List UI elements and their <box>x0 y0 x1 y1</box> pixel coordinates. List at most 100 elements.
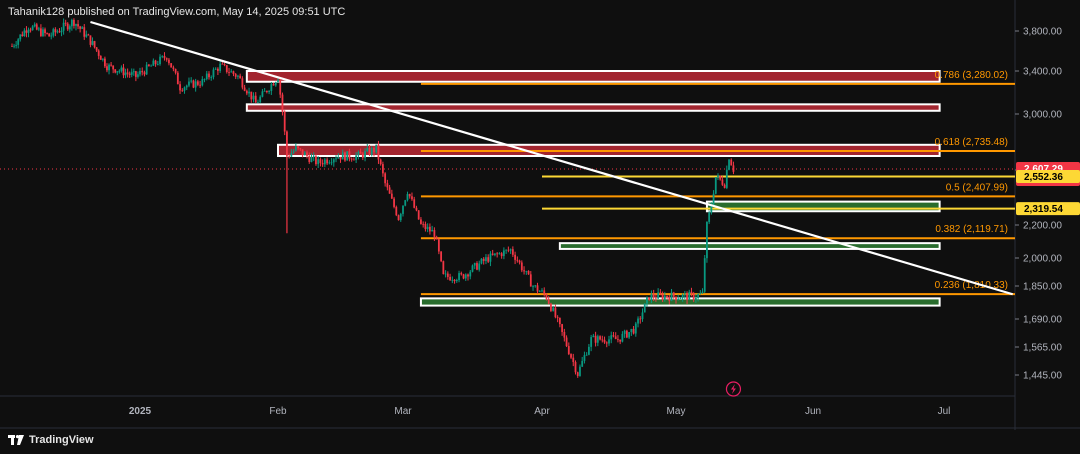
candle-body <box>637 318 639 324</box>
candle-body <box>145 64 148 75</box>
candle-body <box>601 339 604 341</box>
descending-trendline <box>90 20 1014 296</box>
lightning-icon <box>725 381 742 397</box>
candle-body <box>25 30 28 33</box>
x-tick-label: Feb <box>269 406 287 417</box>
candle-body <box>359 151 362 154</box>
candle-body <box>181 90 184 92</box>
candle-body <box>332 159 335 163</box>
candle-body <box>73 19 75 26</box>
candle-body <box>250 91 253 100</box>
y-tick-label: 2,000.00 <box>1023 254 1062 265</box>
tradingview-footer[interactable]: TradingView <box>8 434 94 446</box>
candle-body <box>482 258 485 262</box>
candle-body <box>165 58 168 60</box>
candle-body <box>143 72 146 75</box>
candle-body <box>525 270 528 272</box>
candle-body <box>161 55 164 57</box>
candle-body <box>628 332 630 338</box>
candle-body <box>323 159 326 165</box>
candle-body <box>104 58 106 67</box>
candle-body <box>639 318 642 320</box>
candle-body <box>274 82 277 86</box>
candle-body <box>257 102 259 103</box>
candle-body <box>502 250 505 257</box>
candle-body <box>395 206 398 216</box>
candle-body <box>594 335 597 343</box>
candle-body <box>40 28 42 36</box>
candle-body <box>183 87 186 91</box>
candle-body <box>60 30 63 33</box>
candle-body <box>312 155 315 157</box>
candle-body <box>442 261 445 275</box>
candle-body <box>529 274 532 287</box>
candle-body <box>596 336 599 343</box>
candle-body <box>641 312 644 320</box>
candle-body <box>710 205 713 213</box>
candle-body <box>390 193 393 199</box>
candle-body <box>252 95 255 100</box>
support-zone <box>705 200 941 213</box>
candle-body <box>672 292 675 297</box>
candle-body <box>357 151 360 156</box>
candle-body <box>188 81 190 86</box>
candle-body <box>42 29 44 36</box>
candle-body <box>185 85 188 88</box>
candle-body <box>154 60 157 65</box>
candle-body <box>399 213 402 221</box>
candle-body <box>91 41 94 45</box>
price-badge-value: 2,552.36 <box>1024 172 1063 183</box>
x-tick-label: Jul <box>938 406 951 417</box>
fib-level-label: 0.786 (3,280.02) <box>935 70 1008 81</box>
candle-body <box>714 177 717 194</box>
candle-body <box>368 148 371 155</box>
candle-body <box>337 156 340 159</box>
candle-body <box>422 223 425 225</box>
candle-body <box>290 152 293 157</box>
candle-body <box>708 212 711 222</box>
candle-body <box>581 360 584 367</box>
candle-body <box>70 19 73 27</box>
candle-body <box>114 69 117 73</box>
candle-body <box>366 148 369 151</box>
candle-body <box>440 251 443 262</box>
candle-body <box>677 298 680 300</box>
candle-body <box>393 198 395 207</box>
candle-body <box>139 71 141 75</box>
candle-body <box>619 339 622 342</box>
candle-body <box>377 144 380 160</box>
candle-body <box>221 63 224 65</box>
candle-body <box>505 249 508 251</box>
candle-body <box>156 64 159 65</box>
candle-body <box>237 75 239 77</box>
candle-body <box>717 175 719 178</box>
candle-body <box>610 335 613 340</box>
candle-body <box>382 164 384 174</box>
candle-body <box>355 155 358 160</box>
candle-body <box>277 79 279 83</box>
candle-body <box>245 90 248 94</box>
candle-body <box>719 175 722 180</box>
candle-body <box>621 333 624 342</box>
lightning-glyph <box>730 384 736 394</box>
candle-body <box>294 146 297 151</box>
candle-body <box>688 291 691 300</box>
candle-body <box>431 230 434 232</box>
candle-body <box>703 258 706 292</box>
candle-body <box>543 290 546 295</box>
candle-body <box>509 249 512 251</box>
candle-body <box>52 29 55 36</box>
candle-body <box>75 24 77 26</box>
candle-body <box>48 33 51 37</box>
candle-body <box>108 64 110 71</box>
candle-body <box>496 253 499 255</box>
candle-body <box>467 274 469 277</box>
candle-body <box>150 65 153 67</box>
candle-body <box>87 34 90 36</box>
candle-body <box>449 276 451 281</box>
candle-body <box>141 71 144 73</box>
candle-body <box>27 29 30 33</box>
candle-body <box>328 162 331 164</box>
candle-body <box>554 307 557 318</box>
